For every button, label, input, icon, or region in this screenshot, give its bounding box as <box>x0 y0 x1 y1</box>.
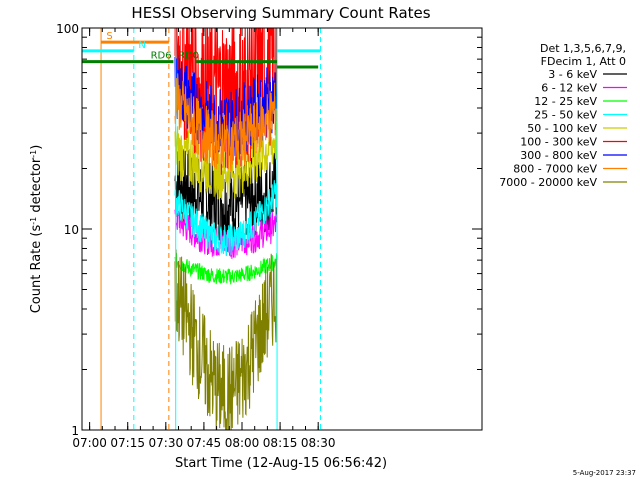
x-tick-label-1: 07:15 <box>110 436 145 450</box>
legend-label-3: 25 - 50 keV <box>534 109 597 122</box>
legend: Det 1,3,5,6,7,9, FDecim 1, Att 0 3 - 6 k… <box>499 42 627 189</box>
y-tick-label-2: 100 <box>56 22 79 36</box>
x-tick-label-2: 07:30 <box>149 436 184 450</box>
legend-label-8: 7000 - 20000 keV <box>499 176 597 189</box>
markers-layer: S N RD0 RD6 <box>82 28 321 430</box>
series-line-1 <box>174 202 278 259</box>
marker-band-label-4: RD6 <box>151 51 172 62</box>
marker-band-label-0: S <box>106 31 112 42</box>
y-tick-label-1: 10 <box>64 223 79 237</box>
x-tick-label-3: 07:45 <box>187 436 222 450</box>
y-label-sup-2: -1 <box>29 150 38 158</box>
legend-label-5: 100 - 300 keV <box>520 136 597 149</box>
x-tick-label-5: 08:15 <box>263 436 298 450</box>
x-tick-label-4: 08:00 <box>225 436 260 450</box>
generated-timestamp: 5-Aug-2017 23:37 <box>573 469 636 477</box>
y-label-sup-1: -1 <box>29 217 38 225</box>
legend-label-2: 12 - 25 keV <box>534 95 597 108</box>
legend-label-1: 6 - 12 keV <box>541 82 597 95</box>
legend-label-7: 800 - 7000 keV <box>513 163 597 176</box>
y-label-part-main: Count Rate (s <box>29 225 44 314</box>
y-label-part-mid: detector <box>29 157 44 217</box>
series-line-4 <box>174 108 278 200</box>
y-label-part-end: ) <box>29 145 44 150</box>
legend-label-6: 300 - 800 keV <box>520 149 597 162</box>
legend-header-1: Det 1,3,5,6,7,9, <box>540 42 626 55</box>
series-layer <box>174 28 278 430</box>
x-tick-label-6: 08:30 <box>301 436 336 450</box>
legend-label-4: 50 - 100 keV <box>527 122 597 135</box>
x-axis-ticks: 07:00 07:15 07:30 07:45 08:00 08:15 08:30 <box>72 28 335 450</box>
marker-band-label-3: RD0 <box>178 51 199 62</box>
legend-header-2: FDecim 1, Att 0 <box>541 55 626 68</box>
y-axis-ticks: 1 10 100 <box>56 22 482 438</box>
y-tick-label-0: 1 <box>71 424 79 438</box>
marker-band-label-1: N <box>138 40 145 51</box>
series-line-7 <box>174 73 278 173</box>
x-axis-label: Start Time (12-Aug-15 06:56:42) <box>175 456 387 471</box>
series-line-8 <box>174 249 278 430</box>
plot-frame <box>81 27 483 431</box>
legend-label-0: 3 - 6 keV <box>548 68 597 81</box>
series-line-3 <box>174 180 278 256</box>
x-tick-label-0: 07:00 <box>72 436 107 450</box>
series-line-2 <box>174 252 278 285</box>
y-axis-label: Count Rate (s-1 detector-1) <box>29 145 45 314</box>
chart-title: HESSI Observing Summary Count Rates <box>131 4 430 22</box>
